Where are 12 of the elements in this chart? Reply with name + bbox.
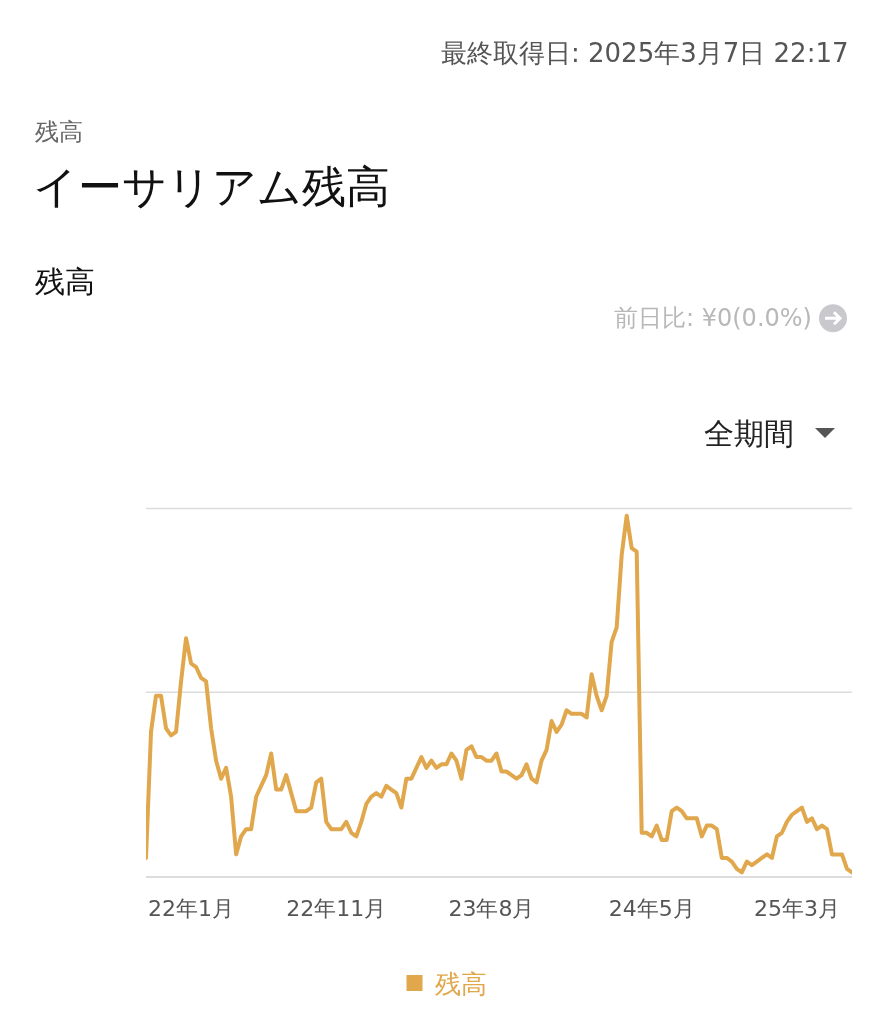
x-tick-label: 25年3月 — [753, 896, 840, 922]
legend-label: 残高 — [434, 969, 487, 1000]
x-tick-label: 23年8月 — [448, 896, 535, 922]
chart-subtitle: 残高 — [35, 118, 83, 146]
x-tick-label: 22年1月 — [148, 896, 235, 922]
chart-title: イーサリアム残高 — [33, 161, 390, 213]
text: 全期間 — [704, 416, 794, 451]
x-tick-label: 24年5月 — [608, 896, 695, 922]
x-tick-label: 22年11月 — [286, 896, 387, 922]
text: 最終取得日: 2025年3月7日 22:17 — [441, 38, 849, 68]
text: 残高 — [35, 264, 95, 299]
text: 前日比: ¥0(0.0%) — [614, 304, 812, 332]
